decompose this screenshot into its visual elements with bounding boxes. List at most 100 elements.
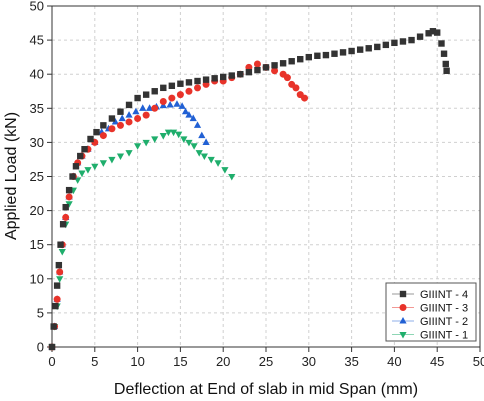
data-point <box>151 104 159 112</box>
data-point <box>118 114 126 122</box>
data-point <box>151 136 159 143</box>
data-point <box>185 79 193 86</box>
data-point <box>399 38 407 45</box>
plot-frame <box>51 5 481 348</box>
x-tick-label: 0 <box>48 354 55 369</box>
data-point <box>443 67 450 74</box>
data-point <box>178 102 186 109</box>
legend-marker <box>399 304 407 311</box>
data-point <box>314 52 321 59</box>
data-point <box>108 156 116 164</box>
data-point <box>134 94 141 102</box>
data-point <box>116 121 124 129</box>
data-point <box>288 58 295 65</box>
data-point <box>175 131 183 139</box>
data-point <box>168 94 176 102</box>
x-tick-label: 25 <box>259 354 273 369</box>
data-point <box>195 150 203 157</box>
data-point <box>220 73 227 81</box>
legend-marker <box>399 290 407 298</box>
data-point <box>125 101 133 109</box>
data-point <box>168 82 176 89</box>
x-tick-label: 45 <box>430 354 444 369</box>
data-point <box>262 64 270 71</box>
data-point <box>164 129 173 137</box>
y-tick-label: 5 <box>37 305 44 320</box>
data-point <box>134 115 142 123</box>
legend-label: GIIINT - 3 <box>420 303 468 315</box>
series-1 <box>48 28 450 351</box>
data-point <box>117 108 124 115</box>
data-point <box>189 114 197 122</box>
data-point <box>84 167 92 174</box>
y-tick-label: 45 <box>30 33 44 48</box>
data-point <box>69 173 76 180</box>
data-point <box>56 276 64 283</box>
data-point <box>132 107 140 115</box>
data-point <box>440 50 448 57</box>
series-layer <box>48 28 450 351</box>
x-axis-ticks: 0 5 10 15 20 25 30 35 40 45 50 <box>48 347 484 369</box>
data-point <box>438 40 445 47</box>
data-point <box>279 60 287 67</box>
data-point <box>151 88 158 95</box>
data-point <box>185 87 193 95</box>
data-point <box>142 139 150 147</box>
data-point <box>65 186 73 194</box>
data-point <box>429 28 437 35</box>
data-point <box>78 170 86 178</box>
data-point <box>125 111 133 118</box>
x-tick-label: 10 <box>130 354 144 369</box>
data-point <box>142 111 150 119</box>
data-point <box>416 33 424 40</box>
data-point <box>193 121 202 128</box>
x-tick-label: 50 <box>473 354 484 369</box>
y-axis-ticks: 0 5 10 15 20 25 30 35 40 45 50 <box>30 0 52 355</box>
data-point <box>322 51 330 59</box>
data-point <box>58 248 66 256</box>
legend-label: GIIINT - 1 <box>420 330 468 342</box>
data-point <box>185 111 193 118</box>
y-tick-label: 30 <box>30 135 44 150</box>
data-point <box>221 167 229 174</box>
data-point <box>57 241 64 248</box>
data-point <box>173 100 181 107</box>
data-point <box>292 84 300 92</box>
data-point <box>62 213 70 221</box>
data-point <box>408 36 415 44</box>
data-point <box>87 135 94 143</box>
data-point <box>271 67 279 75</box>
x-tick-label: 5 <box>91 354 98 369</box>
data-point <box>305 53 312 61</box>
data-point <box>434 29 441 36</box>
data-point <box>53 282 61 289</box>
data-point <box>108 115 116 122</box>
data-point <box>52 302 59 310</box>
data-point <box>200 153 208 161</box>
data-point <box>177 80 184 87</box>
y-tick-label: 15 <box>30 237 44 252</box>
legend-label: GIIINT - 4 <box>420 289 468 301</box>
data-point <box>211 75 218 82</box>
data-point <box>185 139 193 147</box>
y-tick-label: 20 <box>30 203 44 218</box>
data-point <box>125 150 133 157</box>
data-point <box>339 49 347 56</box>
legend-entry: GIIINT - 4 <box>392 289 468 301</box>
x-axis-title: Deflection at End of slab in mid Span (m… <box>114 381 418 398</box>
data-point <box>245 68 253 76</box>
data-point <box>356 46 364 53</box>
data-point <box>207 156 215 164</box>
data-point <box>331 50 338 57</box>
data-point <box>53 295 61 303</box>
y-tick-label: 50 <box>30 0 44 14</box>
data-point <box>72 163 80 170</box>
data-point <box>50 323 57 330</box>
data-point <box>297 55 304 63</box>
data-point <box>374 43 381 51</box>
x-tick-label: 35 <box>344 354 358 369</box>
y-tick-label: 25 <box>30 169 44 184</box>
data-point <box>194 77 201 85</box>
legend-entry: GIIINT - 3 <box>392 303 468 315</box>
